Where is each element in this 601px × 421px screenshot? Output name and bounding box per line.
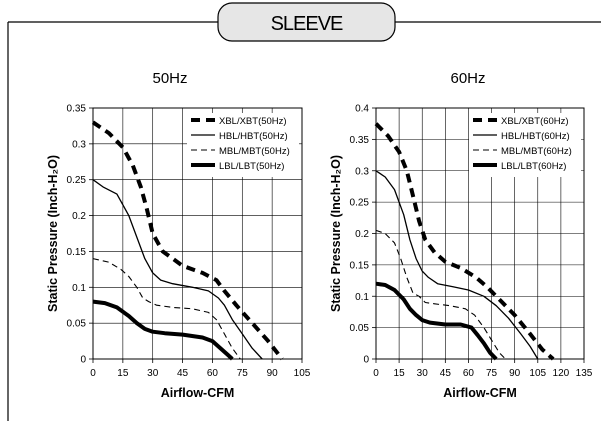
- title-tab: [217, 2, 396, 42]
- sleeve-title: SLEEVE: [271, 13, 343, 35]
